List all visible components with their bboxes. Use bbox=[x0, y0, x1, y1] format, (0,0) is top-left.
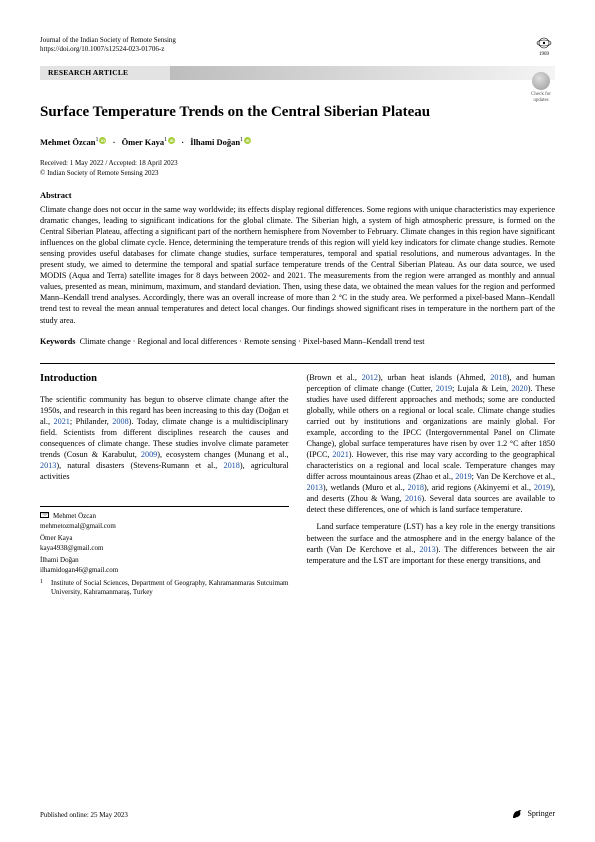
author-3: İlhami Doğan bbox=[190, 137, 240, 147]
copyright-line: © Indian Society of Remote Sensing 2023 bbox=[40, 169, 555, 178]
keywords-label: Keywords bbox=[40, 337, 75, 346]
page-footer: Published online: 25 May 2023 Springer bbox=[40, 808, 555, 820]
springer-logo: Springer bbox=[511, 808, 555, 820]
springer-horse-icon bbox=[511, 808, 523, 820]
article-dates: Received: 1 May 2022 / Accepted: 18 Apri… bbox=[40, 159, 555, 168]
affiliation: 1 Institute of Social Sciences, Departme… bbox=[40, 579, 289, 598]
keywords-line: Keywords Climate change · Regional and l… bbox=[40, 336, 555, 347]
cite-year[interactable]: 2009 bbox=[141, 450, 157, 459]
section-label: RESEARCH ARTICLE bbox=[40, 66, 170, 80]
published-online: Published online: 25 May 2023 bbox=[40, 811, 128, 820]
cite-year[interactable]: 2021 bbox=[332, 450, 348, 459]
check-updates-icon bbox=[532, 72, 550, 90]
corr-author-1: Mehmet Özcan mehmetozmal@gmail.com bbox=[40, 512, 289, 531]
doi-line: https://doi.org/10.1007/s12524-023-01706… bbox=[40, 45, 176, 54]
authors-line: Mehmet Özcan1 · Ömer Kaya1 · İlhami Doğa… bbox=[40, 136, 555, 148]
abstract-heading: Abstract bbox=[40, 190, 555, 201]
intro-heading: Introduction bbox=[40, 372, 289, 386]
intro-para-right-2: Land surface temperature (LST) has a key… bbox=[307, 521, 556, 565]
check-updates-label: Check for updates bbox=[531, 92, 551, 103]
two-column-body: Introduction The scientific community ha… bbox=[40, 372, 555, 598]
left-column: Introduction The scientific community ha… bbox=[40, 372, 289, 598]
cite-year[interactable]: 2019 bbox=[436, 384, 452, 393]
cite-year[interactable]: 2018 bbox=[408, 483, 424, 492]
author-1: Mehmet Özcan bbox=[40, 137, 95, 147]
corr-author-2: Ömer Kaya kaya4938@gmail.com bbox=[40, 534, 289, 553]
society-year: 1969 bbox=[539, 52, 549, 57]
author-2: Ömer Kaya bbox=[122, 137, 165, 147]
society-logo: 1969 bbox=[533, 36, 555, 58]
cite-year[interactable]: 2018 bbox=[490, 373, 506, 382]
keywords-text: Climate change · Regional and local diff… bbox=[80, 337, 425, 346]
envelope-icon bbox=[40, 512, 49, 518]
corr-email: kaya4938@gmail.com bbox=[40, 544, 289, 553]
orcid-icon[interactable] bbox=[168, 137, 175, 144]
check-updates-badge[interactable]: Check for updates bbox=[527, 72, 555, 103]
right-column: (Brown et al., 2012), urban heat islands… bbox=[307, 372, 556, 598]
cite-year[interactable]: 2013 bbox=[40, 461, 56, 470]
cite-year[interactable]: 2019 bbox=[534, 483, 550, 492]
corr-author-3: İlhami Doğan ilhamidogan46@gmail.com bbox=[40, 556, 289, 575]
cite-year[interactable]: 2018 bbox=[223, 461, 239, 470]
correspondence-block: Mehmet Özcan mehmetozmal@gmail.com Ömer … bbox=[40, 506, 289, 598]
cite-year[interactable]: 2021 bbox=[54, 417, 70, 426]
orcid-icon[interactable] bbox=[99, 137, 106, 144]
cite-year[interactable]: 2020 bbox=[511, 384, 527, 393]
article-title: Surface Temperature Trends on the Centra… bbox=[40, 102, 555, 122]
abstract-text: Climate change does not occur in the sam… bbox=[40, 204, 555, 326]
springer-label: Springer bbox=[527, 809, 555, 820]
section-bar: RESEARCH ARTICLE bbox=[40, 66, 555, 80]
corr-email: ilhamidogan46@gmail.com bbox=[40, 566, 289, 575]
cite-year[interactable]: 2013 bbox=[307, 483, 323, 492]
divider-rule bbox=[40, 363, 555, 364]
cite-year[interactable]: 2013 bbox=[419, 545, 435, 554]
intro-para-left: The scientific community has begun to ob… bbox=[40, 394, 289, 483]
corr-email: mehmetozmal@gmail.com bbox=[40, 522, 289, 531]
journal-block: Journal of the Indian Society of Remote … bbox=[40, 36, 176, 54]
journal-name: Journal of the Indian Society of Remote … bbox=[40, 36, 176, 45]
intro-para-right-1: (Brown et al., 2012), urban heat islands… bbox=[307, 372, 556, 516]
orcid-icon[interactable] bbox=[244, 137, 251, 144]
cite-year[interactable]: 2008 bbox=[112, 417, 128, 426]
section-gradient bbox=[170, 66, 555, 80]
cite-year[interactable]: 2019 bbox=[455, 472, 471, 481]
page-header: Journal of the Indian Society of Remote … bbox=[40, 36, 555, 58]
cite-year[interactable]: 2012 bbox=[362, 373, 378, 382]
cite-year[interactable]: 2016 bbox=[405, 494, 421, 503]
